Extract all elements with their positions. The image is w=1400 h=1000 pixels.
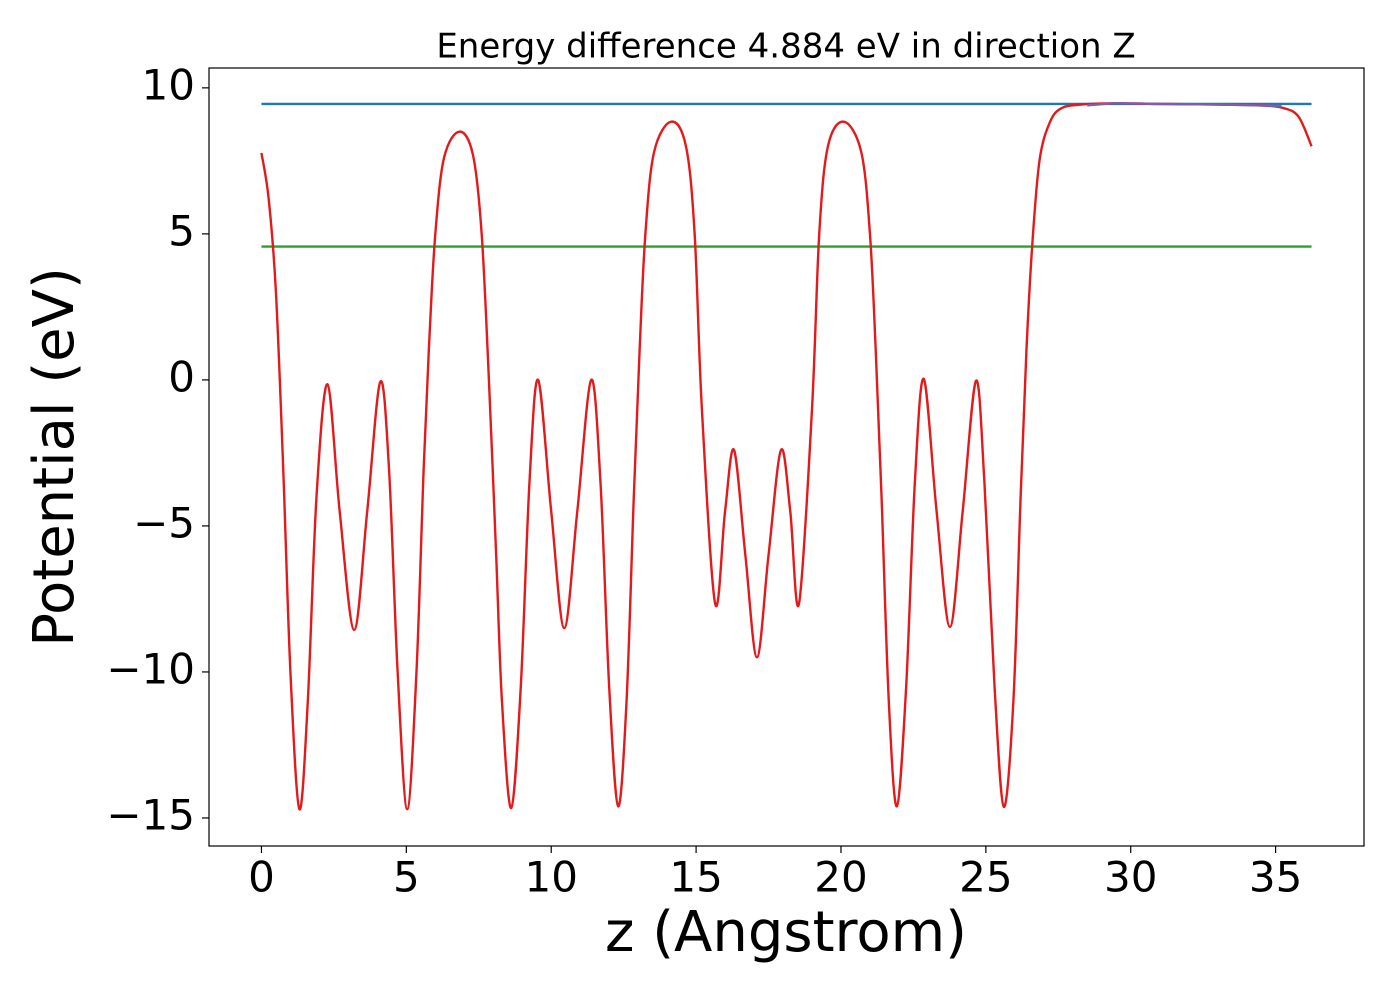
x-tick-label: 25 — [959, 853, 1012, 902]
y-tick-label: 10 — [142, 60, 195, 109]
x-tick-label: 0 — [248, 853, 275, 902]
y-tick-label: −5 — [133, 498, 195, 547]
plot-frame — [208, 67, 1365, 847]
y-axis-label: Potential (eV) — [22, 267, 87, 647]
x-axis-label: z (Angstrom) — [605, 900, 967, 965]
x-tick-label: 10 — [524, 853, 577, 902]
x-tick-label: 30 — [1104, 853, 1157, 902]
x-tick-label: 35 — [1249, 853, 1302, 902]
series-line — [260, 102, 1313, 811]
x-tick-label: 20 — [814, 853, 867, 902]
y-tick-label: 0 — [168, 352, 195, 401]
x-tick-label: 5 — [393, 853, 420, 902]
y-tick-label: −15 — [106, 790, 195, 839]
y-tick-label: 5 — [168, 206, 195, 255]
x-tick-label: 15 — [669, 853, 722, 902]
y-tick-label: −10 — [106, 644, 195, 693]
chart-title: Energy difference 4.884 eV in direction … — [436, 27, 1135, 67]
series-line — [1087, 102, 1282, 108]
